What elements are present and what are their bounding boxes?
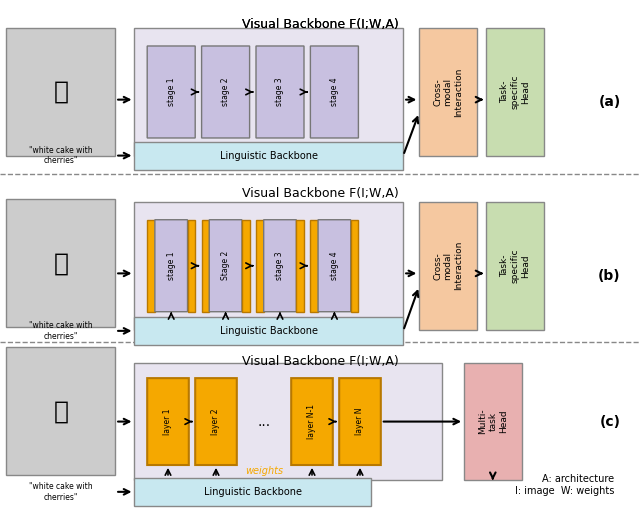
Text: Multi-
task
Head: Multi- task Head [478, 409, 508, 434]
Text: Visual Backbone F(I;W,A): Visual Backbone F(I;W,A) [242, 18, 398, 31]
FancyBboxPatch shape [147, 378, 189, 465]
FancyBboxPatch shape [195, 378, 237, 465]
Text: Visual Backbone F(I;W,A): Visual Backbone F(I;W,A) [242, 187, 398, 199]
Bar [296, 220, 304, 312]
Text: "white cake with
cherries": "white cake with cherries" [29, 146, 93, 165]
FancyBboxPatch shape [310, 46, 358, 138]
Text: layer 1: layer 1 [163, 408, 173, 435]
Text: "white cake with
cherries": "white cake with cherries" [29, 321, 93, 340]
Bar [188, 220, 195, 312]
Bar [351, 220, 358, 312]
Text: Stage 2: Stage 2 [221, 251, 230, 281]
FancyBboxPatch shape [202, 46, 250, 138]
Text: Task-
specific
Head: Task- specific Head [500, 75, 530, 109]
Text: (a): (a) [598, 95, 621, 109]
FancyBboxPatch shape [147, 46, 195, 138]
Text: "white cake with
cherries": "white cake with cherries" [29, 482, 93, 501]
Text: Cross-
modal
Interaction: Cross- modal Interaction [433, 67, 463, 117]
Bar [486, 28, 544, 156]
Bar [134, 202, 403, 330]
Text: layer 2: layer 2 [211, 408, 221, 435]
Bar [419, 202, 477, 330]
FancyBboxPatch shape [339, 378, 381, 465]
Text: 🍰: 🍰 [53, 400, 68, 423]
Bar [6, 199, 115, 327]
Text: Linguistic Backbone: Linguistic Backbone [204, 487, 302, 497]
Text: stage 4: stage 4 [330, 251, 339, 280]
Text: Visual Backbone F(I;W,A): Visual Backbone F(I;W,A) [242, 355, 398, 368]
Text: (b): (b) [598, 269, 621, 283]
FancyBboxPatch shape [155, 220, 188, 312]
Text: Linguistic Backbone: Linguistic Backbone [220, 151, 318, 160]
Text: stage 1: stage 1 [166, 251, 176, 280]
Bar [242, 220, 250, 312]
Text: Linguistic Backbone: Linguistic Backbone [220, 326, 318, 336]
Bar [6, 347, 115, 475]
Text: stage 3: stage 3 [275, 251, 285, 280]
Text: 🍰: 🍰 [53, 80, 68, 104]
Bar [256, 220, 264, 312]
FancyBboxPatch shape [256, 46, 304, 138]
Text: layer N-1: layer N-1 [307, 404, 317, 439]
Bar [464, 363, 522, 480]
Text: stage 1: stage 1 [166, 78, 176, 106]
Bar [419, 28, 477, 156]
Bar [134, 478, 371, 506]
Text: (c): (c) [600, 414, 621, 429]
Text: stage 2: stage 2 [221, 78, 230, 106]
Text: stage 4: stage 4 [330, 78, 339, 106]
Text: weights: weights [245, 467, 283, 476]
Bar [147, 220, 155, 312]
Bar [6, 28, 115, 156]
FancyBboxPatch shape [209, 220, 242, 312]
FancyBboxPatch shape [264, 220, 296, 312]
Text: 🍰: 🍰 [53, 251, 68, 275]
Text: ...: ... [257, 414, 271, 429]
Text: stage 3: stage 3 [275, 78, 285, 106]
Bar [486, 202, 544, 330]
FancyBboxPatch shape [291, 378, 333, 465]
Text: Task-
specific
Head: Task- specific Head [500, 248, 530, 283]
Bar [134, 28, 403, 156]
Bar [310, 220, 318, 312]
Text: A: architecture
I: image  W: weights: A: architecture I: image W: weights [515, 474, 614, 496]
Text: Cross-
modal
Interaction: Cross- modal Interaction [433, 241, 463, 290]
Text: layer N: layer N [355, 408, 365, 435]
Bar [134, 317, 403, 345]
Bar [202, 220, 209, 312]
Bar [134, 142, 403, 170]
FancyBboxPatch shape [318, 220, 351, 312]
Bar [134, 363, 442, 480]
Text: Visual Backbone F(I;W,A): Visual Backbone F(I;W,A) [242, 18, 398, 31]
